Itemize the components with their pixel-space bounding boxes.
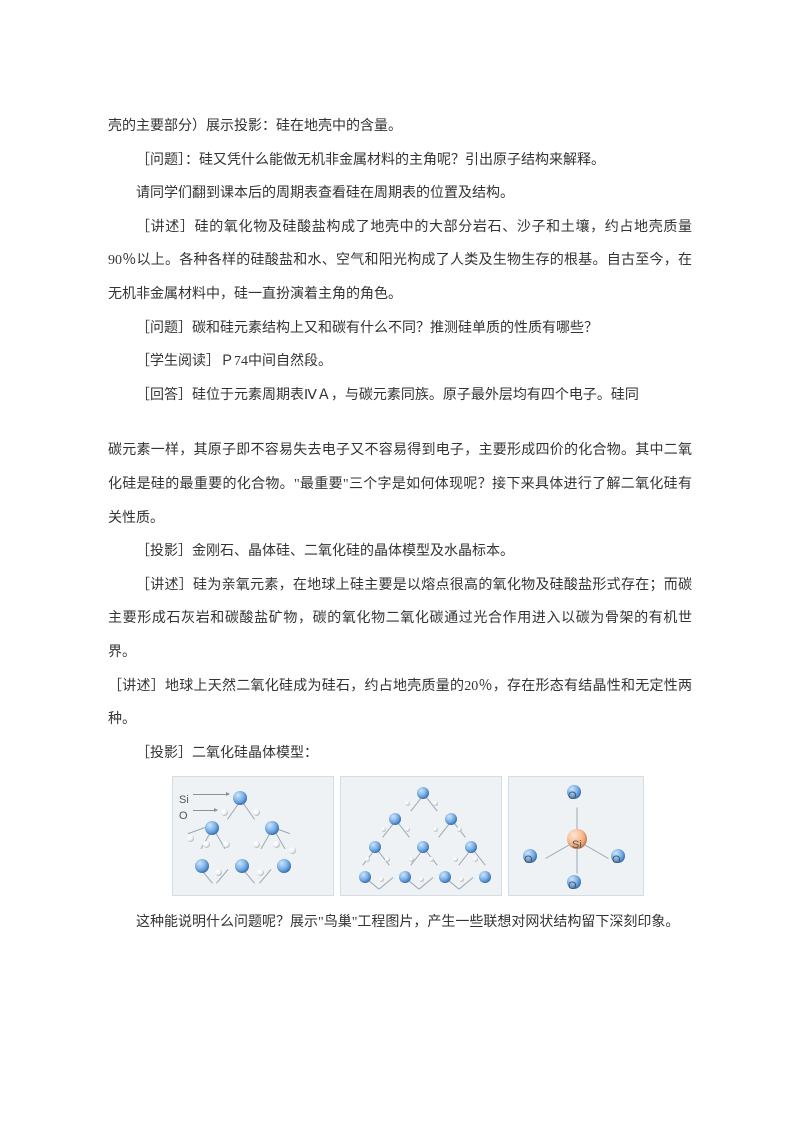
paragraph: ［投影］金刚石、晶体硅、二氧化硅的晶体模型及水晶标本。 [108, 535, 692, 569]
paragraph: 壳的主要部分）展示投影：硅在地壳中的含量。 [108, 110, 692, 144]
paragraph: 碳元素一样，其原子即不容易失去电子又不容易得到电子，主要形成四价的化合物。其中二… [108, 434, 692, 535]
text: ［问题］碳和硅元素结构上又和碳有什么不同？推测硅单质的性质有哪些？ [136, 321, 598, 336]
text: ［问题］：硅又凭什么能做无机非金属材料的主角呢？引出原子结构来解释。 [136, 153, 605, 168]
sio4-tetrahedron-diagram: OOOOSi [508, 776, 644, 896]
paragraph: ［讲述］硅的氧化物及硅酸盐构成了地壳中的大部分岩石、沙子和土壤，约占地壳质量90… [108, 211, 692, 312]
paragraph: ［投影］二氧化硅晶体模型： [108, 737, 692, 771]
text: 请同学们翻到课本后的周期表查看硅在周期表的位置及结构。 [136, 186, 514, 201]
text: ［投影］金刚石、晶体硅、二氧化硅的晶体模型及水晶标本。 [136, 544, 514, 559]
document-body: 壳的主要部分）展示投影：硅在地壳中的含量。 ［问题］：硅又凭什么能做无机非金属材… [108, 110, 692, 940]
paragraph: 请同学们翻到课本后的周期表查看硅在周期表的位置及结构。 [108, 177, 692, 211]
paragraph: ［学生阅读］Ｐ74中间自然段。 [108, 345, 692, 379]
paragraph: ［问题］：硅又凭什么能做无机非金属材料的主角呢？引出原子结构来解释。 [108, 144, 692, 178]
text: 碳元素一样，其原子即不容易失去电子又不容易得到电子，主要形成四价的化合物。其中二… [108, 443, 692, 525]
text: ［讲述］硅为亲氧元素，在地球上硅主要是以熔点很高的氧化物及硅酸盐形式存在；而碳主… [108, 578, 692, 660]
paragraph: ［讲述］硅为亲氧元素，在地球上硅主要是以熔点很高的氧化物及硅酸盐形式存在；而碳主… [108, 569, 692, 670]
paragraph: ［讲述］地球上天然二氧化硅成为硅石，约占地壳质量的20％，存在形态有结晶性和无定… [108, 670, 692, 737]
text: ［讲述］地球上天然二氧化硅成为硅石，约占地壳质量的20％，存在形态有结晶性和无定… [108, 679, 692, 728]
text: ［投影］二氧化硅晶体模型： [136, 746, 318, 761]
paragraph: 这种能说明什么问题呢？展示"鸟巢"工程图片，产生一些联想对网状结构留下深刻印象。 [108, 906, 692, 940]
text: ［回答］硅位于元素周期表ⅣＡ，与碳元素同族。原子最外层均有四个电子。硅同 [136, 388, 639, 403]
diagram-row: SiO OOOOSi [172, 776, 692, 896]
paragraph: ［回答］硅位于元素周期表ⅣＡ，与碳元素同族。原子最外层均有四个电子。硅同 [108, 379, 692, 413]
sio2-lattice-labeled-diagram: SiO [172, 776, 334, 896]
text: ［讲述］硅的氧化物及硅酸盐构成了地壳中的大部分岩石、沙子和土壤，约占地壳质量90… [108, 220, 692, 302]
paragraph: ［问题］碳和硅元素结构上又和碳有什么不同？推测硅单质的性质有哪些？ [108, 312, 692, 346]
text: 壳的主要部分）展示投影：硅在地壳中的含量。 [108, 119, 402, 134]
spacer [108, 412, 692, 434]
text: 这种能说明什么问题呢？展示"鸟巢"工程图片，产生一些联想对网状结构留下深刻印象。 [136, 915, 679, 930]
text: ［学生阅读］Ｐ74中间自然段。 [136, 354, 332, 369]
sio2-lattice-dense-diagram [340, 776, 502, 896]
